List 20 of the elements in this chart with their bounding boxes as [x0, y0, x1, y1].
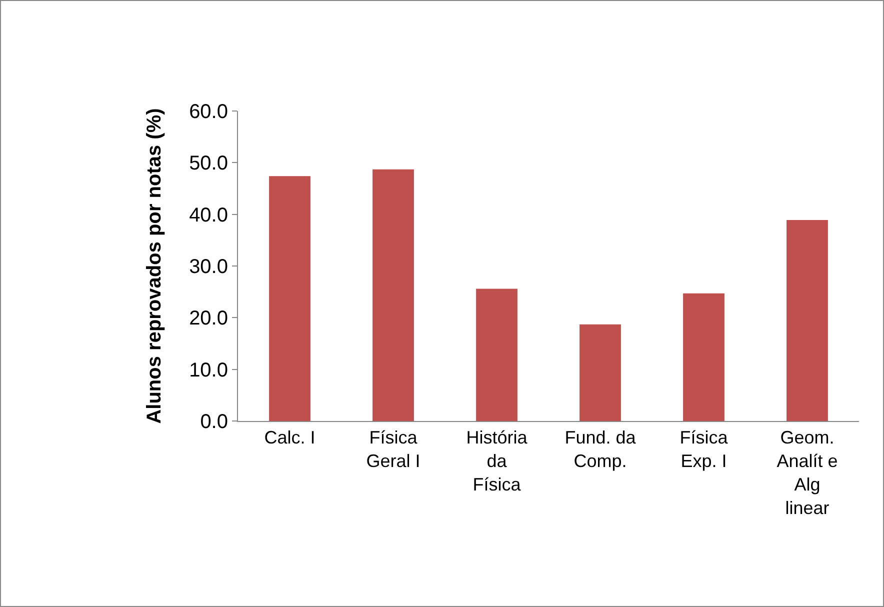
bar	[683, 293, 724, 421]
bar	[476, 288, 518, 421]
y-tick-label: 10.0	[189, 359, 228, 382]
y-axis-title: Alunos reprovados por notas (%)	[144, 108, 166, 424]
y-tick-label: 40.0	[189, 204, 228, 226]
y-tick-label: 60.0	[189, 101, 228, 123]
x-tick-label: Geom. Analít e Alg linear	[776, 428, 838, 518]
x-tick-label: Calc. I	[264, 428, 316, 448]
y-tick-label: 50.0	[189, 152, 228, 175]
x-tick-label: Fund. da Comp.	[564, 428, 637, 471]
x-tick-label: Física Exp. I	[680, 428, 729, 471]
bar	[372, 169, 414, 421]
y-tick-label: 30.0	[189, 256, 228, 278]
bar	[786, 220, 828, 421]
bar	[269, 176, 310, 421]
bar	[580, 324, 621, 421]
y-tick-label: 0.0	[200, 411, 228, 433]
x-tick-label: Física Geral I	[366, 428, 420, 471]
y-tick-label: 20.0	[189, 308, 228, 330]
x-tick-label: História da Física	[466, 428, 528, 494]
